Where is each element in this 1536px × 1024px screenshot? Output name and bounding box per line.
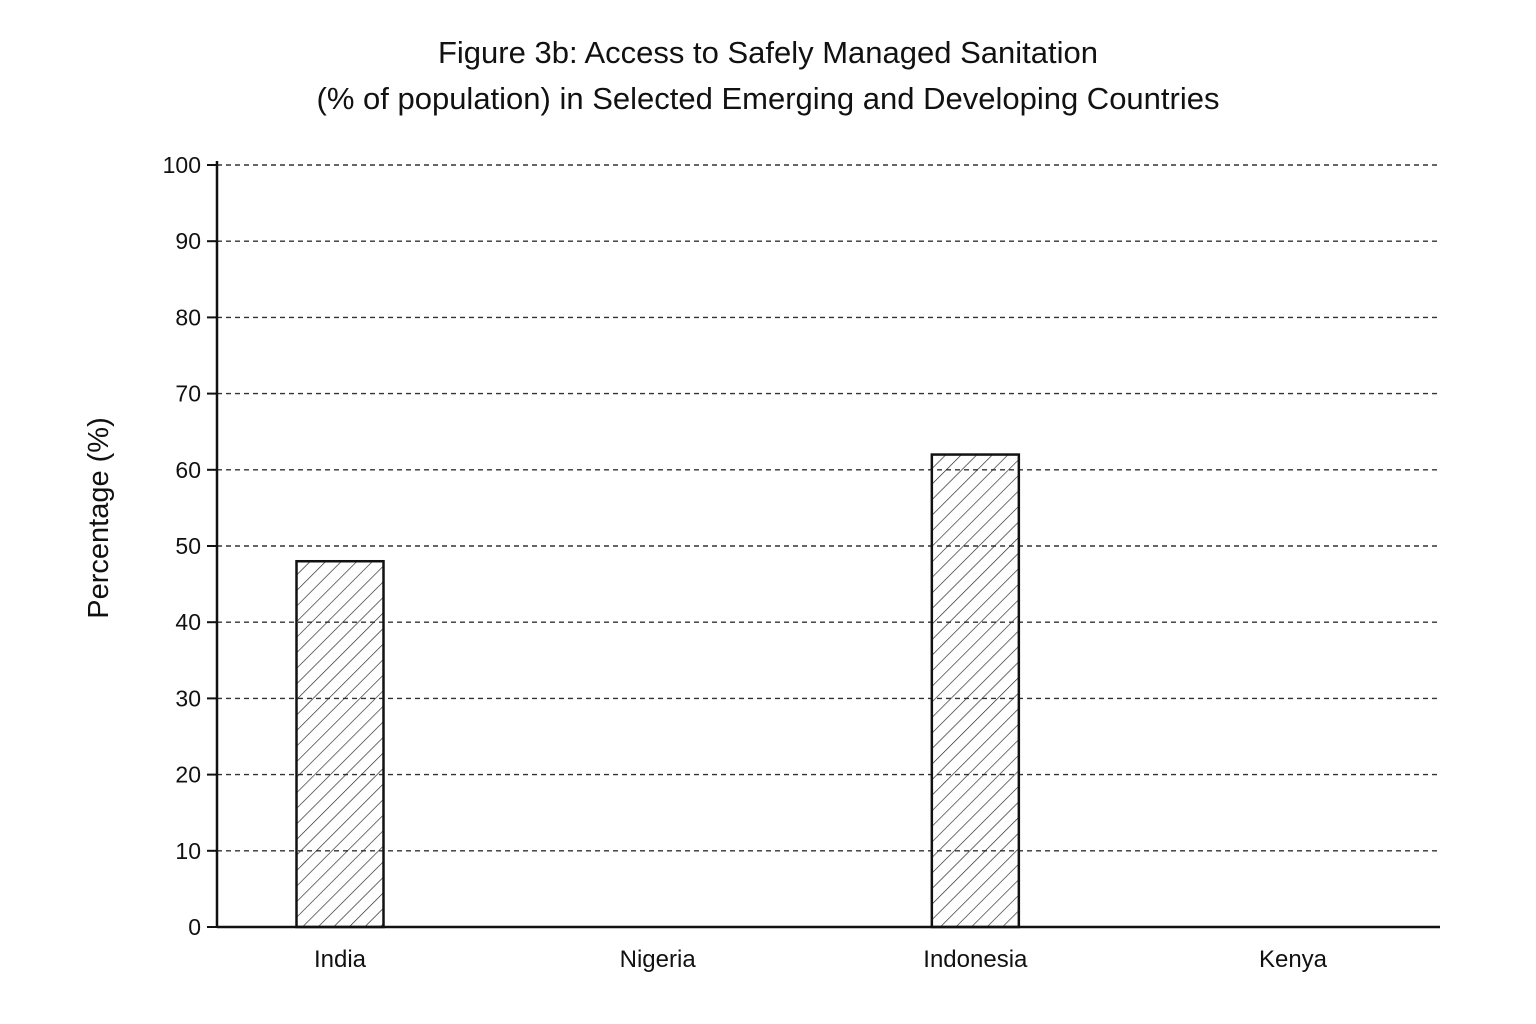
y-tick-label: 60 — [175, 457, 201, 483]
y-tick-label: 30 — [175, 685, 201, 711]
bars — [295, 453, 1021, 929]
chart-title: Figure 3b: Access to Safely Managed Sani… — [438, 35, 1098, 70]
y-tick-label: 90 — [175, 228, 201, 254]
gridlines — [217, 164, 1440, 852]
y-axis-title: Percentage (%) — [83, 417, 115, 619]
y-tick-label: 0 — [188, 914, 201, 940]
x-tick-label: India — [314, 946, 367, 973]
x-tick-label: Indonesia — [923, 946, 1028, 973]
x-tick-label: Kenya — [1259, 946, 1328, 973]
y-ticks: 0 10 20 30 40 50 60 70 80 90 100 — [163, 152, 217, 940]
y-tick-label: 80 — [175, 304, 201, 330]
y-tick-label: 50 — [175, 533, 201, 559]
x-tick-labels: India Nigeria Indonesia Kenya — [314, 946, 1328, 973]
bar-indonesia — [930, 453, 1021, 929]
y-tick-label: 70 — [175, 381, 201, 407]
y-tick-label: 100 — [163, 152, 201, 178]
y-tick-label: 40 — [175, 609, 201, 635]
chart-subtitle: (% of population) in Selected Emerging a… — [317, 81, 1220, 116]
axes — [215, 161, 1440, 929]
bar-india — [295, 559, 385, 929]
y-tick-label: 10 — [175, 838, 201, 864]
x-tick-label: Nigeria — [620, 946, 697, 973]
y-tick-label: 20 — [175, 762, 201, 788]
